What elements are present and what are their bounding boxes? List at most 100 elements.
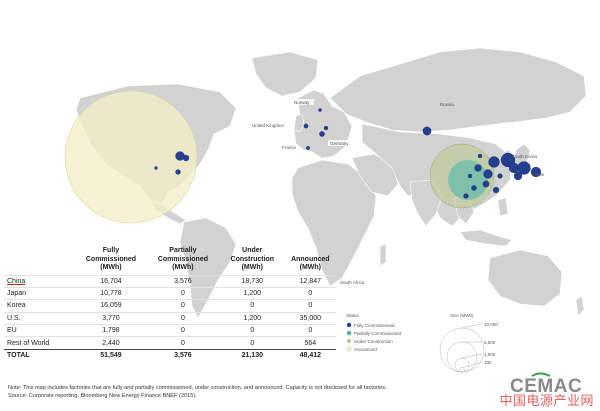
cell-under: 0: [219, 299, 285, 313]
cell-fully: 2,440: [76, 336, 146, 350]
capacity-table: Fully Commissioned (MWh) Partially Commi…: [4, 247, 336, 362]
marker-norway: [318, 108, 322, 112]
cell-under: 1,200: [219, 311, 285, 325]
table-row: Japan 10,778 0 1,200 0: [4, 286, 336, 300]
cell-fully: 1,798: [76, 324, 146, 337]
marker-china-5: [471, 185, 477, 191]
cell-announced: 0: [284, 299, 336, 313]
label-norway: Norway: [294, 100, 310, 105]
size-legend: Size (MWh) 10,000 5,000 1,000 100: [439, 313, 498, 373]
cell-partially: 0: [145, 336, 220, 350]
cell-fully: 3,770: [76, 311, 146, 325]
cell-fully: 10,778: [76, 286, 146, 300]
land-new-zealand: [575, 295, 585, 317]
table-header-under: Under Construction (MWh): [230, 247, 275, 271]
row-region: Korea: [4, 299, 76, 313]
marker-china-3: [474, 164, 482, 172]
label-uk: United Kingdom: [252, 123, 284, 128]
table-header-partially: Partially Commissioned (MWh): [157, 247, 208, 271]
size-leader-1000: [461, 353, 483, 359]
marker-us-south-2: [154, 166, 158, 170]
country-labels: Norway United Kingdom Germany France Rus…: [250, 99, 545, 285]
marker-japan-2: [530, 166, 542, 178]
cell-under: 0: [219, 336, 285, 350]
marker-china-2: [483, 169, 493, 179]
size-label-5000: 5,000: [484, 340, 496, 345]
total-label: TOTAL: [4, 348, 76, 362]
label-germany-bg: [328, 140, 352, 146]
row-region: EU: [4, 324, 76, 337]
cell-under: 18,730: [219, 274, 285, 288]
size-label-10000: 10,000: [484, 322, 498, 327]
cemac-logo: CEMAC: [510, 372, 582, 394]
marker-china-4: [482, 180, 490, 188]
row-region: Rest of World: [4, 336, 76, 350]
cell-under: 1,200: [219, 286, 285, 300]
land-greenland: [251, 51, 319, 97]
size-circle-10000: [439, 327, 485, 373]
cell-under: 0: [219, 324, 285, 337]
marker-russia: [422, 126, 432, 136]
cell-partially: 0: [145, 311, 220, 325]
land-uk: [293, 113, 305, 133]
cell-announced: 12,847: [284, 274, 336, 288]
footnote: Note: This map includes factories that a…: [8, 385, 508, 400]
legend-swatch-fully: [346, 322, 352, 328]
marker-us-east-2: [182, 154, 190, 162]
marker-uk: [303, 123, 309, 129]
marker-france: [306, 146, 310, 150]
legend-label-announced: Announced: [354, 347, 377, 352]
land-madagascar: [379, 243, 387, 267]
marker-china-10: [467, 173, 473, 179]
table-row: Rest of World 2,440 0 0 564: [4, 336, 336, 350]
size-circle-100: [459, 367, 465, 373]
table-row: U.S. 3,770 0 1,200 35,000: [4, 311, 336, 325]
land-middle-east: [351, 153, 399, 197]
cell-announced: 564: [284, 336, 336, 350]
us-announced-halo: [64, 90, 198, 224]
marker-china-7: [492, 186, 500, 194]
size-label-1000: 1,000: [484, 352, 496, 357]
cell-partially: 3,576: [145, 274, 220, 288]
label-russia: Russia: [440, 102, 454, 107]
marker-china-9: [477, 153, 483, 159]
cell-announced: 0: [284, 286, 336, 300]
cell-partially: 0: [145, 324, 220, 337]
size-circle-1000: [454, 357, 470, 373]
label-france-bg: [280, 144, 298, 150]
marker-japan-1: [517, 161, 531, 175]
land-australia: [487, 249, 563, 307]
marker-germany: [319, 131, 325, 137]
table-row: China 16,704 3,576 18,730 12,847: [4, 274, 336, 288]
land-indonesia: [459, 229, 513, 247]
cell-announced: 35,000: [284, 311, 336, 325]
note-text: Note: This map includes factories that a…: [8, 385, 387, 391]
total-partially: 3,576: [145, 348, 220, 362]
legend-label-fully: Fully Commissioned: [354, 323, 395, 328]
capacity-halos: [64, 90, 495, 224]
total-announced: 48,412: [284, 348, 336, 362]
total-under: 21,130: [219, 348, 285, 362]
label-norway-bg: [292, 99, 314, 105]
marker-china-6: [463, 193, 469, 199]
row-region: U.S.: [4, 311, 76, 325]
legend-swatch-partially: [346, 330, 352, 336]
marker-poland: [323, 125, 329, 131]
cell-partially: 0: [145, 299, 220, 313]
cell-partially: 0: [145, 286, 220, 300]
total-fully: 51,549: [76, 348, 146, 362]
factory-markers: [154, 108, 542, 199]
label-france: France: [282, 145, 297, 150]
table-total-row: TOTAL 51,549 3,576 21,130 48,412: [4, 348, 336, 362]
land-philippines: [497, 197, 509, 217]
status-legend-title: Status: [346, 313, 360, 318]
table-header-region: [4, 247, 76, 275]
marker-china-8: [497, 173, 503, 179]
legend-label-partially: Partially Commissioned: [354, 331, 402, 336]
size-leader-10000: [461, 323, 483, 329]
row-region: China: [4, 274, 76, 288]
svg-text:CEMAC: CEMAC: [510, 376, 582, 394]
table-row: Korea 16,059 0 0 0: [4, 299, 336, 313]
source-text: Source: Corporate reporting. Bloomberg N…: [8, 392, 197, 399]
